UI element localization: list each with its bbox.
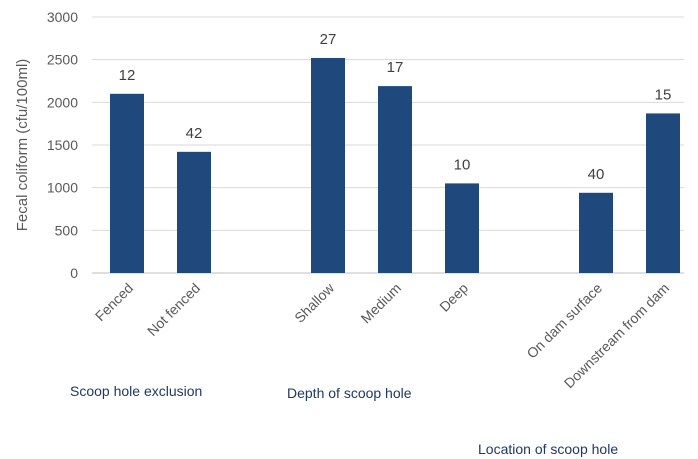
data-label-fenced: 12 (119, 67, 136, 84)
data-label-shallow: 27 (320, 31, 337, 48)
x-tick-label-deep: Deep (436, 280, 471, 315)
y-tick-label-3000: 3000 (47, 9, 78, 25)
x-tick-label-shallow: Shallow (291, 279, 338, 326)
y-axis-title: Fecal coliform (cfu/100ml) (14, 59, 31, 232)
x-tick-label-not-fenced: Not fenced (144, 280, 203, 339)
y-tick-label-2500: 2500 (47, 52, 78, 68)
data-label-downstream-from-dam: 15 (655, 86, 672, 103)
data-labels: 12 42 27 17 10 40 15 (119, 31, 672, 183)
bar-medium (378, 86, 412, 274)
group-label-scoop-hole-exclusion: Scoop hole exclusion (70, 383, 203, 399)
group-label-depth-of-scoop-hole: Depth of scoop hole (287, 385, 412, 401)
bar-not-fenced (177, 151, 211, 273)
y-tick-label-0: 0 (70, 265, 78, 281)
bar-on-dam-surface (579, 192, 613, 273)
bar-shallow (311, 57, 345, 274)
data-label-on-dam-surface: 40 (588, 166, 605, 183)
bar-downstream-from-dam (646, 113, 680, 273)
y-tick-label-1000: 1000 (47, 180, 78, 196)
bars (110, 57, 680, 274)
data-label-not-fenced: 42 (186, 125, 203, 142)
y-axis-ticks: 0 500 1000 1500 2000 2500 3000 (47, 9, 78, 281)
x-tick-label-medium: Medium (358, 280, 405, 327)
y-tick-label-1500: 1500 (47, 137, 78, 153)
bar-deep (445, 183, 479, 273)
y-tick-label-500: 500 (55, 222, 79, 238)
x-axis-labels: Fenced Not fenced Shallow Medium Deep On dam … (92, 279, 672, 391)
data-label-deep: 10 (454, 156, 471, 173)
y-tick-label-2000: 2000 (47, 94, 78, 110)
data-label-medium: 17 (387, 59, 404, 76)
x-tick-label-fenced: Fenced (92, 280, 136, 324)
bar-fenced (110, 93, 144, 273)
group-label-location-of-scoop-hole: Location of scoop hole (478, 441, 619, 457)
